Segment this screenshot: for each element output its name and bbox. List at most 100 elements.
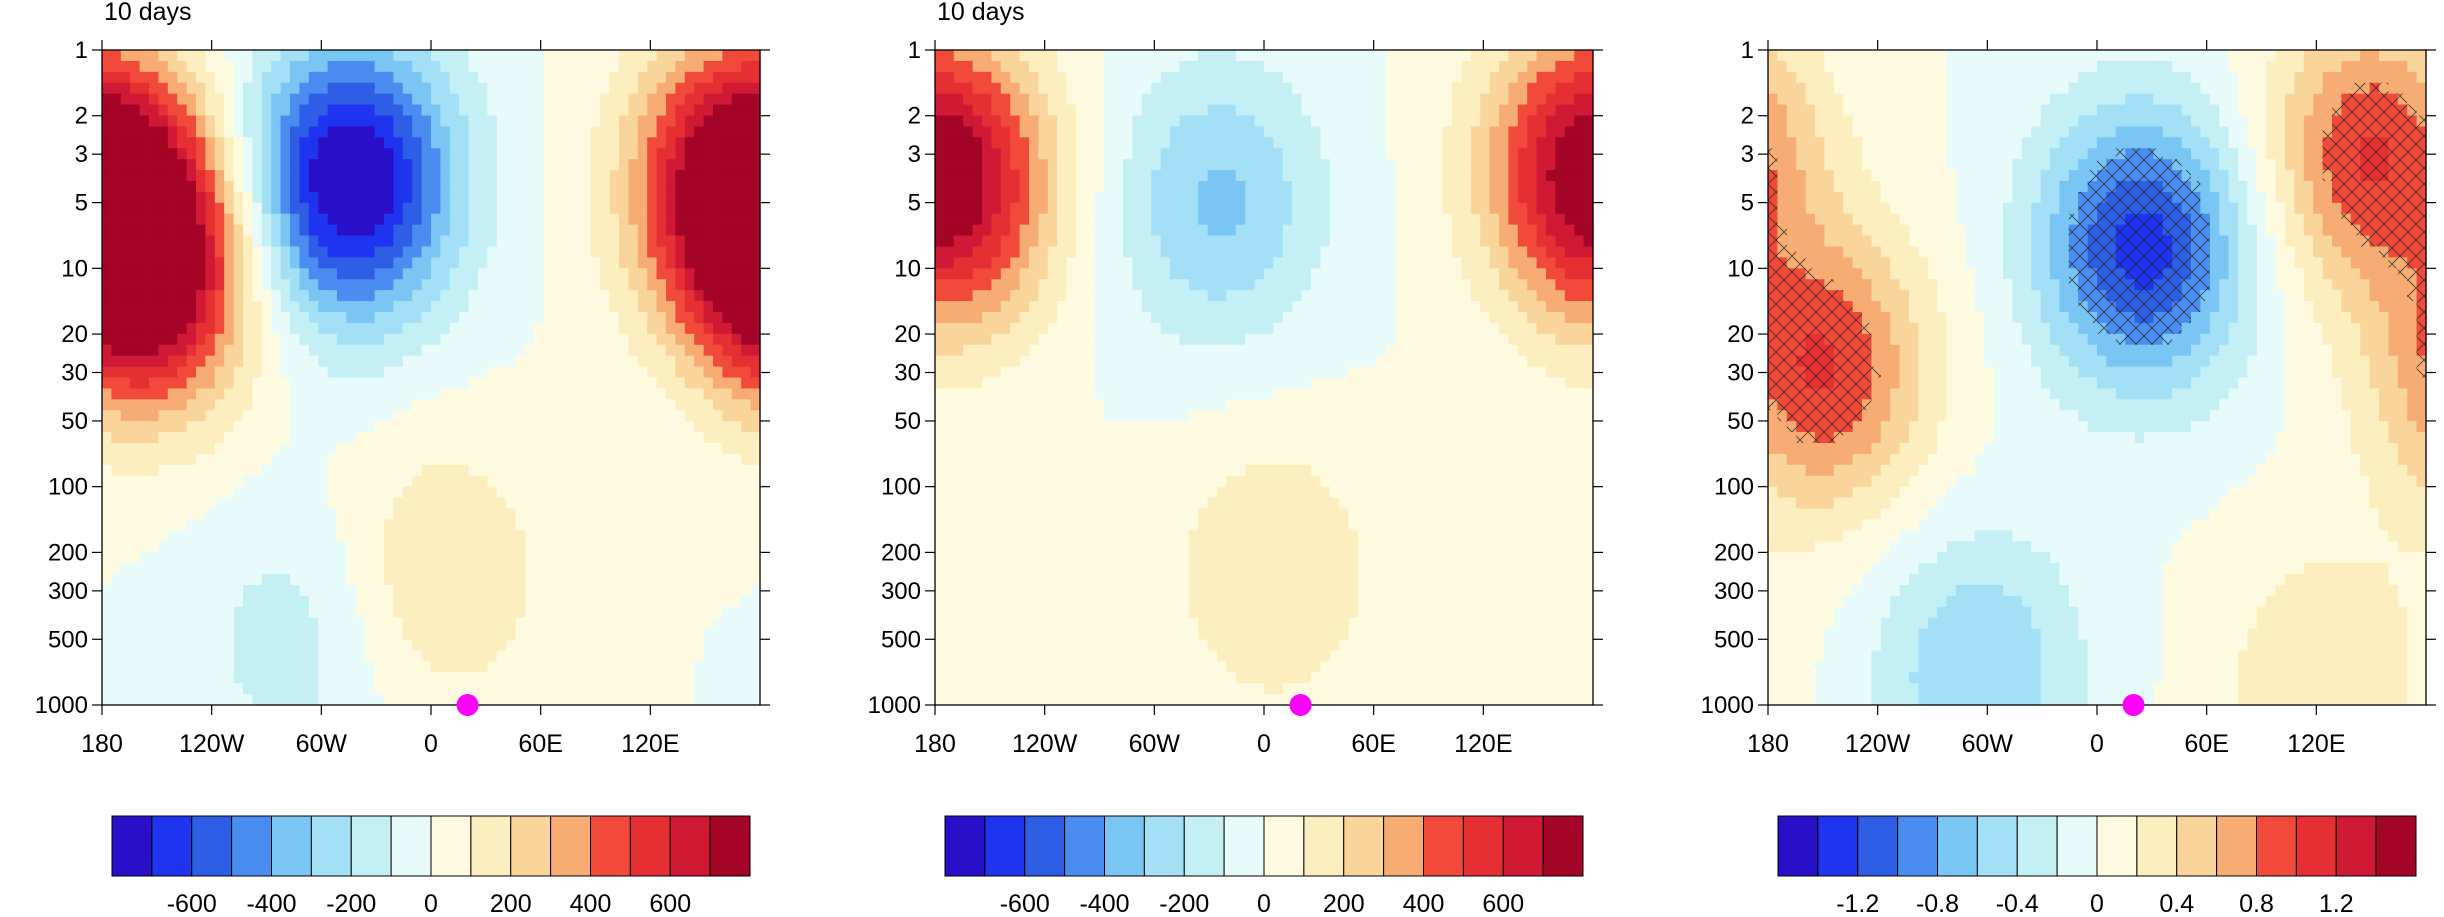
colorbar-box: [1343, 815, 1385, 877]
colorbar-label: 0: [424, 890, 438, 917]
colorbar-box: [1303, 815, 1345, 877]
x-tick-label: 180: [1747, 730, 1789, 758]
colorbar-box: [1542, 815, 1584, 877]
location-marker: [2122, 694, 2145, 716]
x-tick-label: 120E: [1454, 730, 1512, 758]
colorbar-label: 0: [1257, 890, 1271, 917]
x-tick-label: 60E: [2184, 730, 2228, 758]
colorbar-box: [350, 815, 392, 877]
colorbar: -600 -400 -200 0 200 400 600: [944, 815, 1584, 917]
x-tick-label: 120W: [1012, 730, 1078, 758]
x-tick-label: 60W: [1962, 730, 2014, 758]
colorbar-box: [2016, 815, 2058, 877]
colorbar-label: -0.4: [1996, 890, 2039, 917]
colorbar-box: [191, 815, 233, 877]
panel-title: 10 days: [104, 0, 192, 26]
colorbar-box: [2256, 815, 2297, 877]
y-tick-label: 20: [894, 321, 921, 348]
colorbar: -600 -400 -200 0 200 400 600: [111, 815, 751, 917]
colorbar-box: [1223, 815, 1265, 877]
colorbar-label: 200: [490, 890, 532, 917]
colorbar-label: 0: [2090, 890, 2104, 917]
y-tick-label: 30: [61, 360, 88, 387]
colorbar-box: [1383, 815, 1424, 877]
colorbar-label: -0.8: [1916, 890, 1959, 917]
colorbar-box: [1777, 815, 1819, 877]
y-tick-label: 500: [48, 626, 88, 653]
panel-2: 10 days 1 2 3 5 10 20 30 50 100 200 300 500 1000 180 12…: [868, 0, 1603, 917]
y-tick-label: 30: [894, 360, 921, 387]
colorbar-label: 200: [1323, 890, 1365, 917]
y-tick-label: 200: [48, 539, 88, 566]
colorbar-box: [590, 815, 631, 877]
y-tick-label: 10: [61, 255, 88, 282]
y-tick-label: 200: [1714, 539, 1754, 566]
y-tick-label: 5: [75, 190, 88, 217]
y-tick-label: 3: [75, 141, 88, 168]
colorbar-box: [231, 815, 272, 877]
colorbar-box: [1104, 815, 1145, 877]
y-tick-label: 100: [48, 474, 88, 501]
y-tick-label: 30: [1727, 360, 1754, 387]
x-tick-label: 120W: [179, 730, 245, 758]
colorbar-box: [271, 815, 312, 877]
colorbar-box: [1423, 815, 1464, 877]
colorbar-box: [984, 815, 1026, 877]
x-tick-label: 60E: [1351, 730, 1395, 758]
colorbar: -1.2 -0.8 -0.4 0 0.4 0.8 1.2: [1777, 815, 2417, 917]
shaded-field: [102, 50, 761, 706]
y-tick-label: 10: [894, 255, 921, 282]
colorbar-box: [510, 815, 552, 877]
y-tick-label: 1000: [868, 692, 921, 719]
y-tick-label: 1: [908, 37, 921, 64]
location-marker: [1289, 694, 1312, 716]
y-tick-label: 20: [1727, 321, 1754, 348]
x-tick-label: 120W: [1845, 730, 1911, 758]
colorbar-box: [2335, 815, 2377, 877]
colorbar-label: 1.2: [2319, 890, 2354, 917]
colorbar-label: 0.8: [2239, 890, 2274, 917]
y-tick-label: 10: [1727, 255, 1754, 282]
y-tick-label: 2: [908, 103, 921, 130]
x-tick-label: 120E: [2287, 730, 2345, 758]
y-tick-label: 5: [908, 190, 921, 217]
colorbar-box: [1183, 815, 1225, 877]
colorbar-label: 600: [1482, 890, 1524, 917]
shaded-field: [1768, 50, 2427, 706]
y-tick-label: 100: [881, 474, 921, 501]
x-tick-label: 60W: [296, 730, 348, 758]
y-tick-label: 300: [48, 578, 88, 605]
colorbar-box: [151, 815, 193, 877]
y-tick-label: 3: [908, 141, 921, 168]
colorbar-box: [2056, 815, 2098, 877]
panel-title: 10 days: [937, 0, 1025, 26]
colorbar-box: [1064, 815, 1105, 877]
colorbar-label: 600: [649, 890, 691, 917]
colorbar-label: -600: [167, 890, 217, 917]
colorbar-box: [1024, 815, 1066, 877]
colorbar-box: [1502, 815, 1544, 877]
x-tick-label: 120E: [621, 730, 679, 758]
colorbar-box: [669, 815, 711, 877]
colorbar-box: [1817, 815, 1859, 877]
colorbar-box: [2136, 815, 2178, 877]
y-tick-label: 1000: [1701, 692, 1754, 719]
colorbar-box: [1976, 815, 2018, 877]
colorbar-box: [2295, 815, 2337, 877]
y-tick-label: 1: [75, 37, 88, 64]
colorbar-box: [111, 815, 153, 877]
y-tick-label: 20: [61, 321, 88, 348]
colorbar-label: -200: [1159, 890, 1209, 917]
colorbar-label: 400: [1403, 890, 1445, 917]
colorbar-box: [1143, 815, 1185, 877]
y-tick-label: 5: [1741, 190, 1754, 217]
colorbar-label: 400: [570, 890, 612, 917]
colorbar-box: [1897, 815, 1938, 877]
y-tick-label: 2: [75, 103, 88, 130]
colorbar-box: [1937, 815, 1978, 877]
colorbar-box: [629, 815, 671, 877]
y-tick-label: 2: [1741, 103, 1754, 130]
x-tick-label: 60E: [518, 730, 562, 758]
colorbar-box: [470, 815, 512, 877]
colorbar-label: -400: [246, 890, 296, 917]
